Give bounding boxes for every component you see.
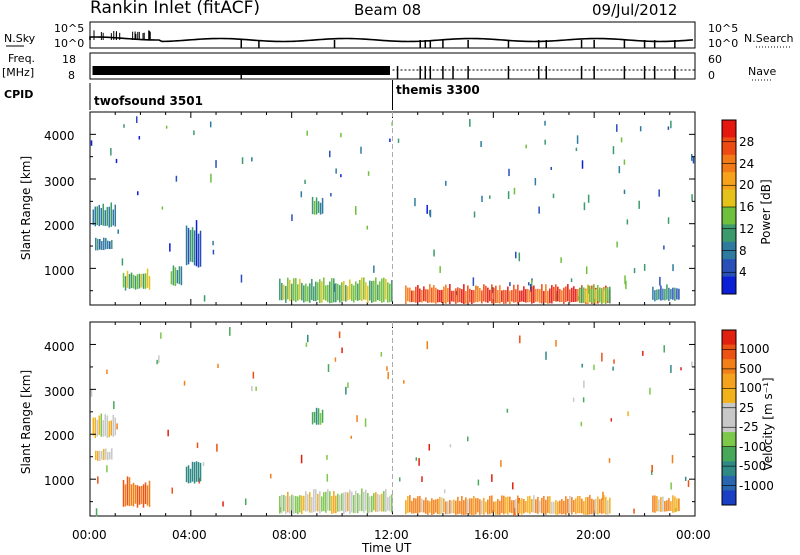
velocity-ylabel: Slant Range [km]	[19, 369, 33, 475]
freq-label: Freq.	[8, 52, 36, 65]
velocity-colorbar-swatch	[722, 490, 736, 506]
freq-tick-top: 18	[62, 53, 76, 66]
power-colorbar-swatch	[722, 189, 736, 208]
power-region-0	[92, 202, 117, 228]
power-ytick-3000: 3000	[44, 175, 75, 189]
nave-tick-top: 60	[708, 53, 722, 66]
velocity-colorbar-label: Velocity [m s⁻¹]	[761, 377, 775, 471]
xaxis-label: Time UT	[362, 541, 412, 555]
power-colorbar-swatch	[722, 224, 736, 243]
velocity-region-7	[652, 495, 680, 513]
velocity-colorbar-swatch	[722, 446, 736, 462]
velocity-colorbar-swatch	[722, 432, 736, 448]
cpid-label: CPID	[4, 88, 34, 101]
velocity-colorbar-swatch	[722, 344, 736, 360]
velocity-ytick-4000: 4000	[44, 340, 75, 354]
velocity-colorbar-swatch	[722, 461, 736, 477]
nsky-curve	[89, 36, 694, 43]
velocity-colorbar-frame	[721, 329, 737, 506]
nave-label: Nave	[748, 65, 777, 78]
power-ytick-2000: 2000	[44, 219, 75, 233]
power-colorbar-tick: 12	[739, 221, 755, 236]
cpid-mode-2: themis 3300	[396, 83, 480, 97]
power-colorbar-swatch	[722, 276, 736, 295]
power-ytick-1000: 1000	[44, 264, 75, 278]
xtick-5: 20:00	[576, 528, 611, 542]
velocity-colorbar-tick: 100	[739, 381, 762, 396]
power-colorbar-swatch	[722, 259, 736, 278]
velocity-region-0	[92, 413, 117, 439]
xtick-3: 12:00	[374, 528, 409, 542]
velocity-ytick-2000: 2000	[44, 429, 75, 443]
velocity-colorbar-tick: 500	[739, 361, 762, 376]
freq-unit-label: [MHz]	[2, 66, 35, 79]
velocity-colorbar-swatch	[722, 373, 736, 389]
date-title: 09/Jul/2012	[592, 1, 678, 19]
power-ylabel: Slant Range [km]	[19, 155, 33, 261]
velocity-region-1	[95, 448, 113, 461]
cpid-mode-1: twofsound 3501	[94, 94, 203, 108]
nsky-panel	[89, 21, 696, 49]
velocity-region-3	[185, 461, 202, 484]
power-region-4	[185, 220, 202, 268]
power-region-6	[311, 196, 324, 215]
freq-tick-bottom: 8	[68, 69, 75, 82]
velocity-colorbar-swatch	[722, 475, 736, 491]
power-colorbar-label: Power [dB]	[759, 179, 773, 245]
xtick-0: 00:00	[72, 528, 107, 542]
velocity-region-5	[311, 407, 324, 425]
power-region-3	[170, 265, 183, 287]
velocity-speckle	[90, 327, 693, 517]
nsky-label: N.Sky	[4, 32, 36, 45]
power-region-9	[652, 284, 680, 302]
velocity-colorbar-tick: 1000	[739, 342, 770, 357]
power-region-5	[279, 277, 393, 304]
power-colorbar-tick: 20	[739, 178, 755, 193]
velocity-colorbar-swatch	[722, 330, 736, 346]
velocity-colorbar-tick: -500	[739, 459, 767, 474]
station-title: Rankin Inlet (fitACF)	[90, 0, 261, 18]
power-colorbar-swatch	[722, 207, 736, 225]
power-region-2	[122, 268, 151, 291]
velocity-colorbar-swatch	[722, 359, 736, 375]
beam-title: Beam 08	[354, 1, 422, 19]
power-ytick-4000: 4000	[44, 129, 75, 143]
power-colorbar-tick: 28	[739, 134, 755, 149]
nsearch-tick-bottom: 10^0	[708, 37, 739, 50]
velocity-colorbar-tick: -25	[739, 420, 759, 435]
nave-tick-bottom: 0	[708, 69, 715, 82]
velocity-colorbar-swatch	[722, 402, 736, 418]
nsearch-tick-top: 10^5	[708, 22, 739, 35]
power-colorbar-tick: 16	[739, 200, 755, 214]
velocity-colorbar-tick: 25	[739, 400, 755, 415]
power-colorbar-tick: 24	[739, 156, 755, 171]
nsky-tick-top: 10^5	[54, 22, 85, 35]
xtick-1: 04:00	[172, 528, 207, 542]
velocity-ytick-1000: 1000	[44, 474, 75, 488]
xtick-6: 00:00	[676, 528, 711, 542]
power-colorbar-swatch	[722, 172, 736, 191]
xtick-4: 16:00	[474, 528, 509, 542]
velocity-region-4	[279, 488, 393, 515]
velocity-region-6	[405, 494, 611, 516]
nsky-tick-bottom: 10^0	[54, 37, 85, 50]
power-colorbar-tick: 4	[739, 265, 747, 280]
power-colorbar-tick: 8	[739, 243, 747, 258]
velocity-ytick-3000: 3000	[44, 385, 75, 399]
power-region-8	[579, 284, 611, 305]
velocity-region-2	[122, 476, 151, 508]
power-region-1	[95, 237, 113, 251]
power-colorbar-swatch	[722, 120, 736, 138]
power-colorbar-swatch	[722, 137, 736, 156]
velocity-colorbar-swatch	[722, 388, 736, 404]
velocity-colorbar-tick: -1000	[739, 478, 774, 493]
xtick-2: 08:00	[272, 528, 307, 542]
velocity-colorbar-swatch	[722, 417, 736, 433]
velocity-colorbar-tick: -100	[739, 439, 767, 454]
freq-block	[92, 66, 390, 75]
nsearch-label: N.Search	[744, 32, 794, 45]
